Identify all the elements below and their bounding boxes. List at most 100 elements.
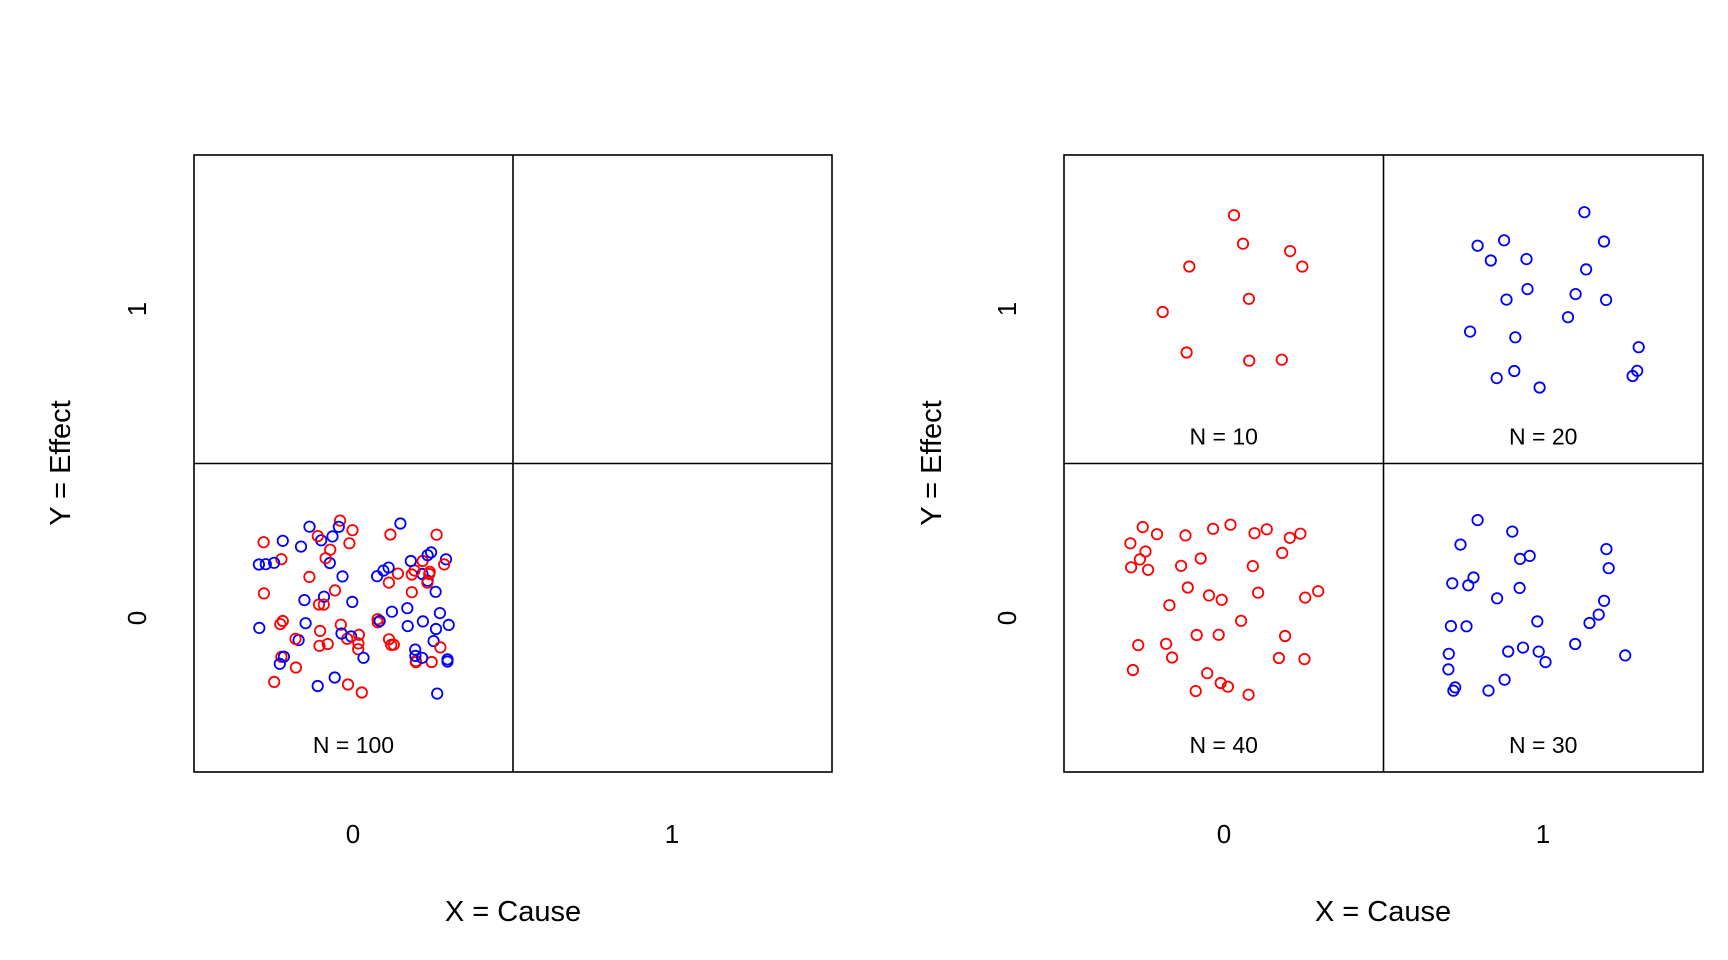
blue-point — [1449, 681, 1462, 694]
blue-point — [1533, 381, 1546, 394]
red-point — [1252, 586, 1265, 599]
count-labels: N = 40 N = 30 N = 10 N = 20 — [1190, 424, 1578, 759]
cell-count-label: N = 20 — [1509, 424, 1577, 450]
blue-point — [1626, 369, 1639, 383]
red-point — [346, 524, 359, 537]
red-point — [1284, 245, 1297, 258]
red-point — [421, 576, 434, 589]
red-point — [1235, 614, 1248, 627]
blue-point — [429, 585, 442, 598]
red-point — [1156, 305, 1169, 319]
blue-point — [326, 530, 339, 543]
blue-point — [424, 546, 438, 559]
blue-point — [299, 617, 312, 630]
cell-count-label: N = 40 — [1190, 732, 1258, 758]
blue-point — [328, 671, 341, 684]
red-point — [1180, 346, 1193, 359]
y-tick-0: 0 — [992, 611, 1022, 625]
y-axis-label: Y = Effect — [45, 400, 77, 526]
red-point — [1298, 652, 1311, 666]
red-point — [1139, 545, 1152, 558]
red-point — [1214, 676, 1227, 690]
red-point — [1215, 593, 1228, 606]
red-point — [1248, 527, 1261, 540]
y-tick-1: 1 — [122, 302, 152, 316]
red-point — [313, 639, 326, 652]
blue-point — [1464, 325, 1477, 338]
red-point — [430, 528, 443, 541]
x-tick-0: 0 — [1217, 819, 1231, 849]
red-point — [405, 586, 418, 599]
red-point — [382, 576, 395, 589]
blue-point — [1471, 239, 1484, 252]
blue-point — [267, 556, 281, 569]
red-point — [1202, 589, 1216, 602]
red-point — [1183, 260, 1196, 273]
blue-point — [1498, 234, 1511, 247]
blue-point — [259, 558, 272, 571]
blue-point — [303, 520, 316, 533]
y-axis-label: Y = Effect — [916, 400, 948, 526]
blue-point — [1520, 253, 1533, 266]
red-point — [257, 587, 270, 600]
blue-point — [346, 595, 359, 609]
red-point — [384, 528, 397, 541]
blue-point — [1498, 673, 1511, 686]
red-point — [352, 643, 365, 656]
red-point — [343, 537, 356, 550]
blue-point — [276, 534, 289, 547]
blue-point — [332, 520, 345, 533]
blue-point — [1490, 371, 1503, 385]
blue-point — [1619, 649, 1632, 662]
blue-point — [1531, 615, 1544, 628]
blue-point — [1491, 592, 1504, 605]
red-point — [1294, 527, 1307, 540]
blue-point — [1467, 571, 1480, 584]
panel-right: N = 40 N = 30 N = 10 N = 20 0 1 0 1 X = Cau… — [916, 154, 1704, 928]
cell-count-label: N = 10 — [1190, 424, 1258, 450]
red-point — [1276, 546, 1289, 560]
red-point — [1243, 354, 1256, 367]
blue-point — [427, 634, 440, 648]
red-point — [1275, 353, 1288, 366]
red-point — [352, 628, 365, 641]
red-point — [423, 567, 436, 581]
red-point — [1299, 591, 1312, 604]
red-point — [1312, 585, 1325, 598]
blue-point — [317, 590, 331, 603]
red-point — [313, 624, 327, 638]
blue-point — [335, 627, 348, 640]
red-point — [274, 617, 287, 631]
red-point — [1224, 518, 1237, 531]
blue-point — [431, 687, 444, 700]
blue-point — [442, 618, 455, 632]
red-point — [438, 558, 451, 571]
blue-point — [1523, 549, 1536, 563]
count-labels: N = 100 — [313, 732, 394, 758]
blue-point — [401, 602, 414, 615]
red-point — [352, 637, 365, 650]
red-point — [1160, 637, 1173, 650]
blue-point — [439, 553, 453, 566]
red-point — [1163, 599, 1176, 612]
x-tick-1: 1 — [1536, 819, 1550, 849]
red-point — [1136, 520, 1149, 534]
red-point — [289, 632, 302, 646]
blue-point — [1513, 581, 1526, 595]
red-point — [1142, 563, 1155, 576]
cell-count-label: N = 30 — [1509, 732, 1577, 758]
red-point — [1126, 663, 1140, 677]
blue-point — [1569, 637, 1582, 651]
blue-point — [441, 655, 454, 668]
blue-point — [1471, 513, 1484, 527]
red-point — [1181, 581, 1194, 594]
blue-point — [421, 549, 434, 562]
blue-point — [273, 657, 286, 670]
points-layer — [1124, 206, 1645, 701]
blue-point — [1508, 364, 1521, 378]
blue-point — [1442, 663, 1455, 676]
red-point — [1279, 629, 1292, 643]
blue-point — [252, 558, 265, 571]
blue-point — [1484, 254, 1497, 267]
red-point — [371, 613, 384, 626]
